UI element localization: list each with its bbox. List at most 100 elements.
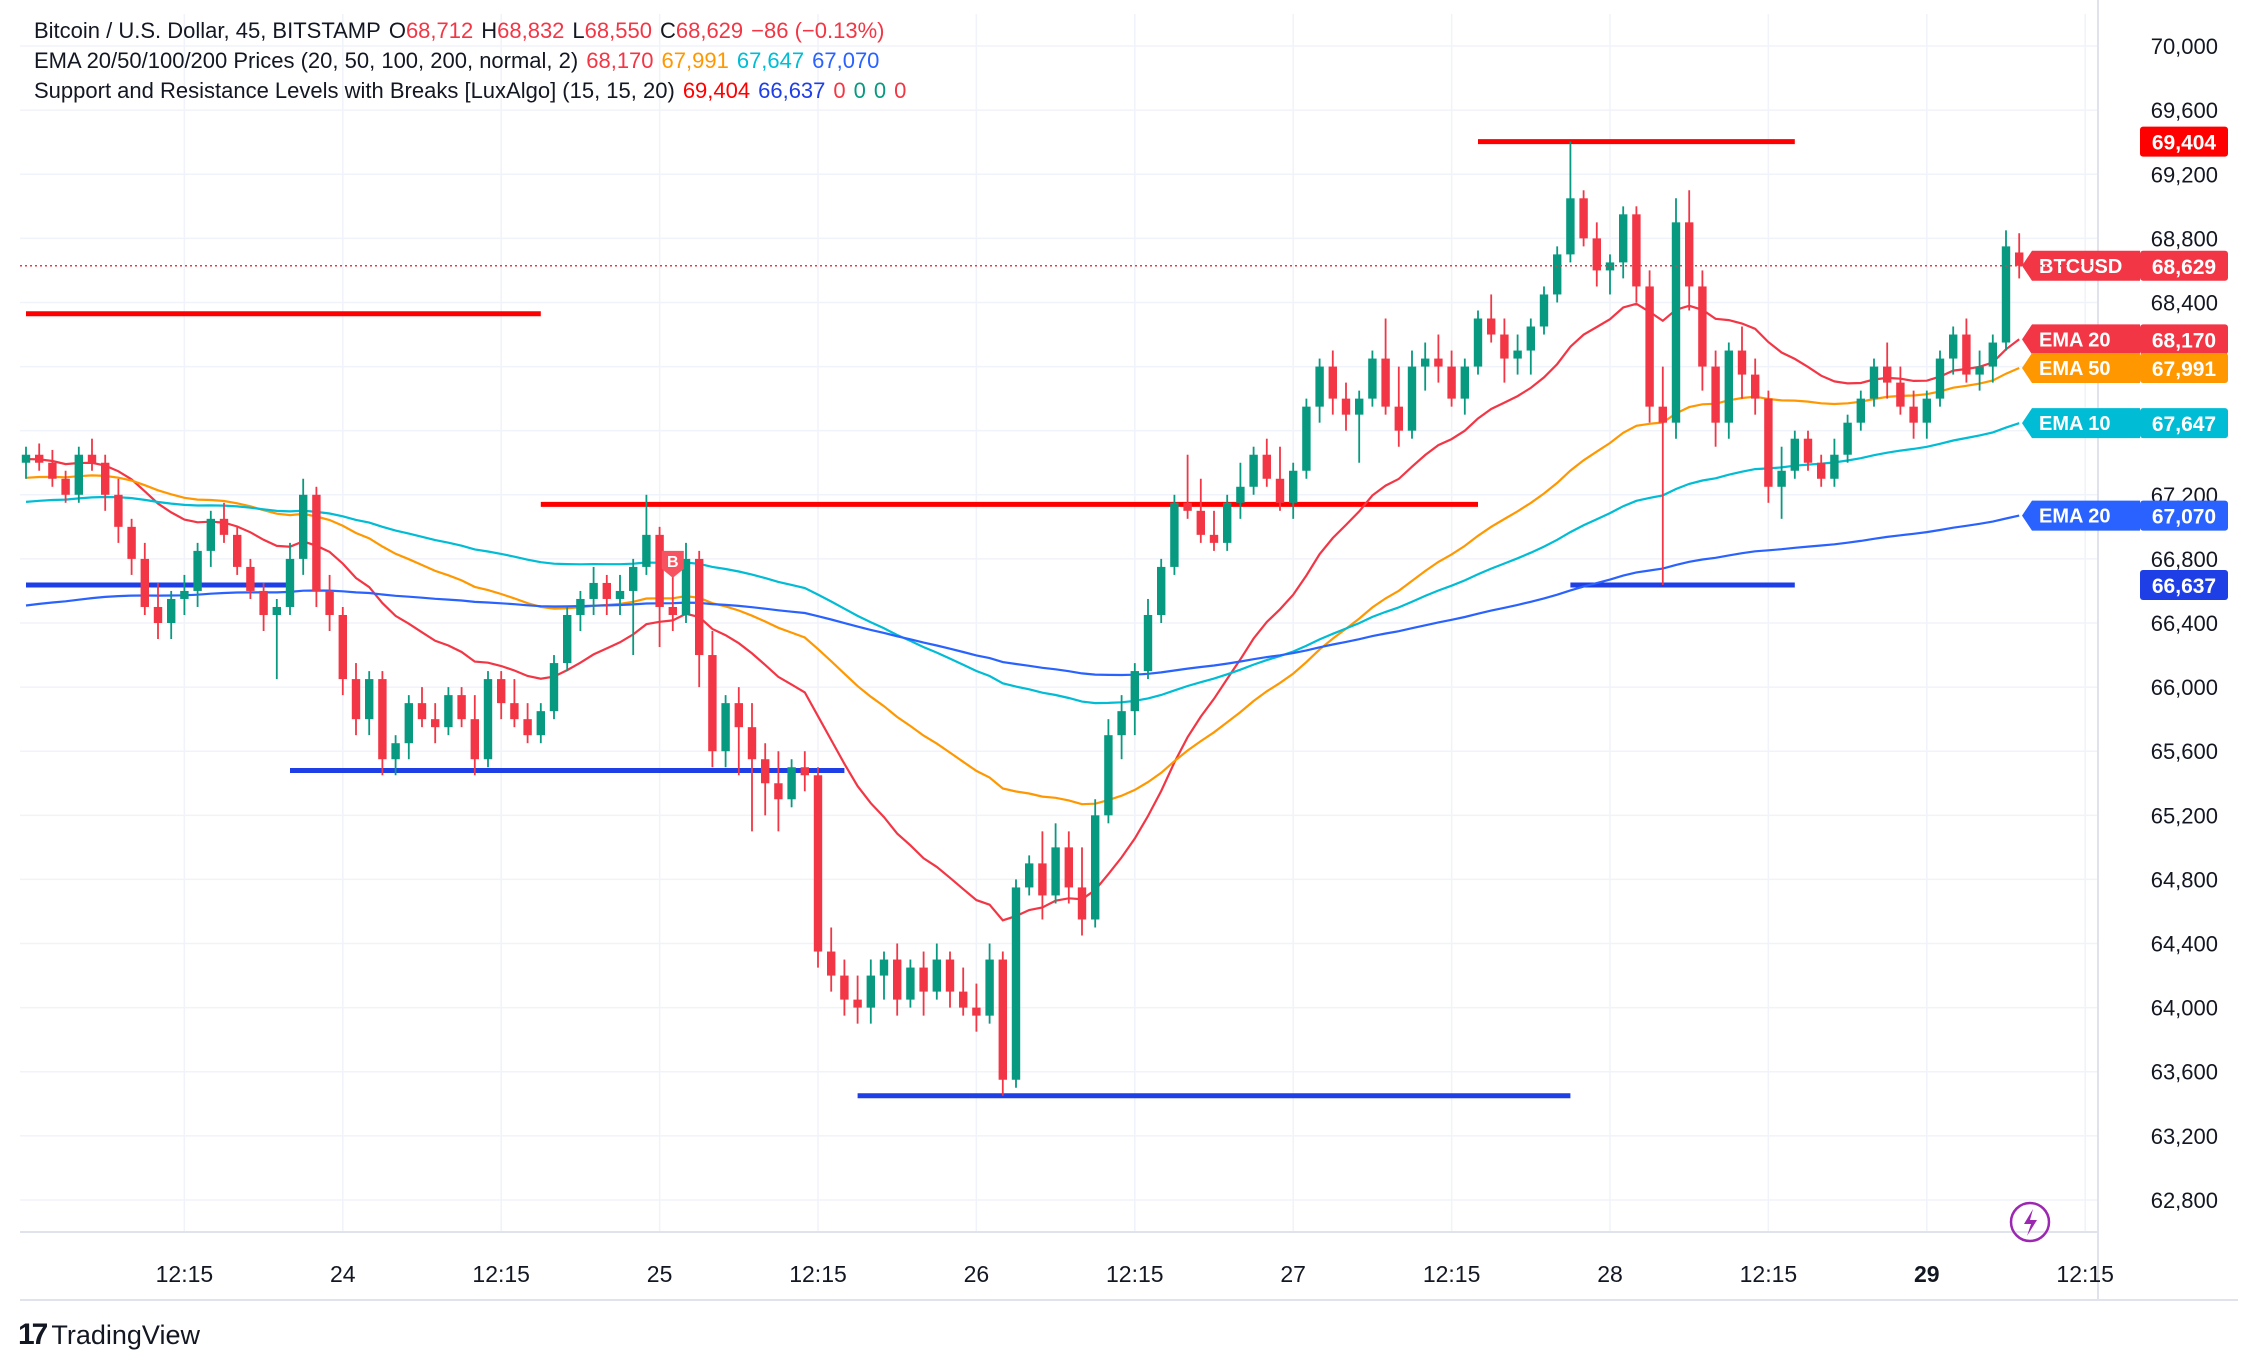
candle-body (272, 606, 281, 615)
candle-body (1949, 334, 1958, 359)
candle-body (1764, 398, 1773, 487)
price-label-box (2140, 500, 2228, 531)
symbol-title: Bitcoin / U.S. Dollar, 45, BITSTAMP (34, 18, 381, 43)
sr-legend-row[interactable]: Support and Resistance Levels with Break… (34, 76, 914, 106)
candle-body (1579, 198, 1588, 239)
candle-body (1935, 358, 1945, 399)
candle-body (1513, 350, 1522, 359)
x-tick-label: 12:15 (1423, 1261, 1481, 1287)
x-tick-label: 12:15 (2056, 1261, 2114, 1287)
candle-body (1883, 366, 1892, 383)
candle-body (1394, 406, 1403, 431)
candle-body (1830, 454, 1839, 479)
candle-body (681, 558, 691, 615)
ema-line-50 (25, 366, 2020, 806)
candle-body (1421, 358, 1430, 367)
price-label-name: EMA 20 (2039, 506, 2111, 528)
candle-body (1262, 454, 1271, 479)
candle-body (1909, 406, 1918, 423)
candle-body (879, 959, 889, 976)
candle-body (180, 590, 189, 599)
price-label-box (2140, 408, 2228, 439)
candle-body (589, 582, 598, 599)
candle-body (1526, 326, 1535, 351)
x-tick-label: 24 (330, 1261, 356, 1287)
candle-body (259, 590, 268, 615)
candle-body (1975, 366, 1984, 375)
candle-body (1869, 366, 1879, 399)
candle-body (140, 558, 149, 607)
candle-body (840, 975, 849, 1000)
price-label-name-tag (2022, 500, 2140, 531)
candle-body (233, 534, 242, 567)
candle-body (1025, 863, 1034, 888)
tradingview-logo[interactable]: 17 TradingView (18, 1318, 200, 1352)
candle-body (972, 1007, 981, 1016)
candle-body (866, 975, 875, 1008)
candle-body (1447, 366, 1456, 399)
candle-body (1724, 350, 1733, 423)
x-tick-label: 26 (964, 1261, 990, 1287)
candle-body (61, 478, 70, 495)
candle-body (985, 959, 994, 1016)
candle-body (1962, 334, 1971, 375)
candle-body (708, 655, 717, 752)
candle-body (602, 582, 611, 599)
candle-body (1077, 887, 1087, 920)
candle-body (1434, 358, 1443, 367)
candle-body (655, 534, 664, 607)
ema-layer (25, 302, 2020, 922)
candle-body (1658, 406, 1667, 423)
marker-layer: B (661, 550, 684, 578)
candle-body (576, 598, 585, 615)
candle-body (827, 951, 836, 976)
candle-body (932, 959, 941, 992)
candle-body (444, 695, 453, 728)
candle-body (1645, 286, 1654, 407)
candle-body (338, 614, 347, 680)
y-tick-label: 63,200 (2151, 1124, 2218, 1149)
candle-body (1196, 510, 1205, 535)
close-label: C (659, 18, 676, 43)
candle-body (1117, 711, 1126, 736)
candle-body (1302, 406, 1311, 471)
price-label-box (2140, 324, 2228, 355)
x-tick-label: 29 (1914, 1261, 1940, 1287)
ema-line-20 (25, 302, 2020, 922)
symbol-legend-row[interactable]: Bitcoin / U.S. Dollar, 45, BITSTAMP O68,7… (34, 16, 914, 46)
candle-body (1777, 470, 1786, 487)
candle-body (378, 679, 387, 760)
price-label-value: 69,404 (2152, 132, 2217, 155)
candle-body (721, 703, 730, 752)
x-tick-label: 12:15 (156, 1261, 214, 1287)
candle-body (167, 598, 176, 623)
y-tick-label: 69,200 (2151, 162, 2218, 187)
candle-body (774, 783, 783, 800)
candle-body (1236, 486, 1245, 503)
y-tick-label: 62,800 (2151, 1188, 2218, 1213)
y-tick-label: 69,600 (2151, 98, 2218, 123)
candle-body (193, 550, 202, 591)
support-resistance-layer (26, 139, 1795, 1099)
candle-body (1698, 286, 1707, 367)
candle-body (1091, 815, 1100, 920)
x-tick-label: 27 (1280, 1261, 1306, 1287)
candle-body (365, 679, 374, 720)
price-label-box (2140, 570, 2228, 601)
candle-body (629, 566, 638, 591)
ema-legend-row[interactable]: EMA 20/50/100/200 Prices (20, 50, 100, 2… (34, 46, 914, 76)
ema-line-100 (25, 422, 2020, 705)
y-tick-label: 65,600 (2151, 739, 2218, 764)
candle-body (1407, 366, 1417, 431)
candle-body (523, 719, 532, 736)
y-tick-label: 66,400 (2151, 611, 2218, 636)
y-tick-label: 70,000 (2151, 34, 2218, 59)
candle-body (285, 558, 295, 607)
candle-body (74, 454, 83, 495)
change-value: −86 (−0.13%) (751, 18, 885, 43)
candle-body (1130, 671, 1139, 712)
y-tick-label: 64,400 (2151, 932, 2218, 957)
lightning-bolt-icon (2024, 1209, 2037, 1236)
candle-body (1843, 422, 1852, 455)
